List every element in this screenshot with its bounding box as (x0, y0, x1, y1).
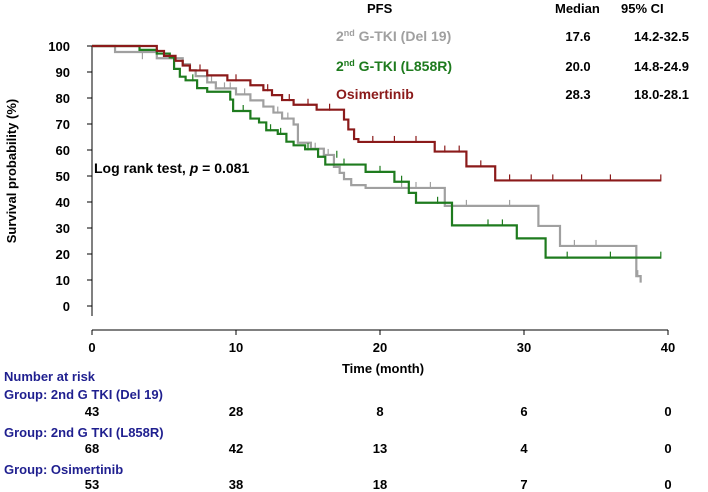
x-tick-label: 0 (88, 340, 95, 355)
y-tick-label: 100 (48, 39, 70, 54)
y-tick-label: 90 (56, 65, 70, 80)
y-tick-label: 30 (56, 221, 70, 236)
legend-header-median: Median (555, 1, 600, 16)
y-tick-label: 0 (63, 299, 70, 314)
legend-median-value: 20.0 (565, 59, 590, 74)
survival-curves (92, 44, 662, 283)
y-tick-label: 80 (56, 91, 70, 106)
x-tick-label: 20 (373, 340, 387, 355)
x-tick-label: 40 (661, 340, 675, 355)
y-tick-label: 20 (56, 247, 70, 262)
legend-median-value: 17.6 (565, 29, 590, 44)
legend-series-name: Osimertinib (336, 86, 414, 102)
y-tick-label: 60 (56, 143, 70, 158)
legend-median-value: 28.3 (565, 87, 590, 102)
legend-series-name: 2nd G-TKI (L858R) (336, 58, 452, 74)
legend-header-pfs: PFS (367, 1, 393, 16)
legend-series-name: 2nd G-TKI (Del 19) (336, 28, 451, 44)
y-tick-label: 70 (56, 117, 70, 132)
y-tick-label: 50 (56, 169, 70, 184)
legend: 2nd G-TKI (Del 19) 17.6 14.2-32.5 2nd G-TKI… (336, 28, 689, 102)
legend-ci-value: 14.8-24.9 (634, 59, 689, 74)
x-ticks: 0 10 20 30 40 (88, 330, 675, 355)
survival-curve-series-2 (92, 44, 661, 182)
legend-ci-value: 14.2-32.5 (634, 29, 689, 44)
x-tick-label: 30 (517, 340, 531, 355)
y-tick-label: 10 (56, 273, 70, 288)
y-ticks: 0 10 20 30 40 50 60 70 80 90 100 (48, 39, 92, 314)
x-axis-title: Time (month) (342, 361, 424, 376)
log-rank-annotation: Log rank test, p = 0.081 (94, 160, 249, 176)
y-axis-title: Survival probability (%) (4, 99, 19, 243)
legend-header-ci: 95% CI (621, 1, 664, 16)
x-tick-label: 10 (229, 340, 243, 355)
y-tick-label: 40 (56, 195, 70, 210)
legend-ci-value: 18.0-28.1 (634, 87, 689, 102)
survival-curve-series-1 (92, 44, 661, 259)
